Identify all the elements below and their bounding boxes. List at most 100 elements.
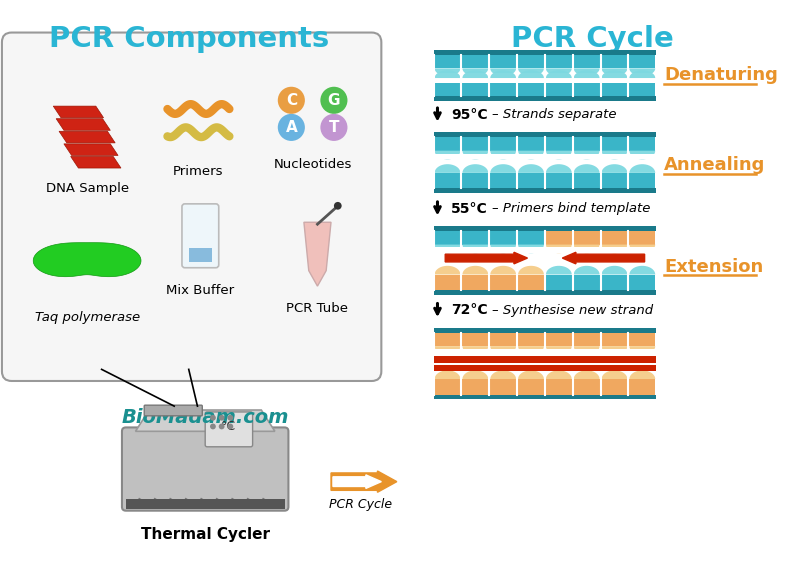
Bar [546,248,572,253]
Text: – Primers bind template: – Primers bind template [492,202,650,215]
Bar [490,349,516,355]
FancyArrow shape [563,252,645,264]
Bar [433,290,656,295]
Bar [602,137,627,151]
Polygon shape [64,144,118,155]
Text: Annealing: Annealing [664,156,765,174]
Bar [126,499,285,509]
Circle shape [278,114,305,141]
Circle shape [219,415,224,420]
FancyBboxPatch shape [205,412,253,447]
Polygon shape [136,410,275,432]
Bar [490,274,516,290]
Circle shape [210,415,215,420]
Bar [546,73,572,78]
Bar [433,356,656,362]
Bar [490,231,516,245]
Bar [546,274,572,290]
Bar [602,73,627,78]
Bar [518,379,544,394]
Text: C: C [286,93,297,108]
Bar [462,73,488,78]
Bar [490,73,516,78]
Bar [462,137,488,151]
Bar [546,379,572,394]
Polygon shape [304,222,331,286]
Bar [574,83,599,96]
Bar [462,55,488,68]
Bar [518,154,544,160]
Bar [602,379,627,394]
Text: °C: °C [221,420,236,433]
Polygon shape [71,157,121,168]
Bar [490,154,516,160]
Text: BioMadam.com: BioMadam.com [121,408,289,427]
Text: 55°C: 55°C [451,202,488,216]
Bar [630,173,655,189]
Bar [435,137,460,151]
Bar [435,83,460,96]
Bar [435,248,460,253]
Bar [518,137,544,151]
Text: PCR Cycle: PCR Cycle [511,25,674,53]
Bar [433,50,656,55]
FancyArrow shape [333,475,381,488]
Bar [433,226,656,231]
Text: – Strands separate: – Strands separate [492,108,616,121]
Bar [518,173,544,189]
Bar [574,173,599,189]
Bar [630,83,655,96]
Bar [602,274,627,290]
Bar [602,332,627,346]
Bar [490,248,516,253]
Bar [630,349,655,355]
Bar [602,55,627,68]
FancyBboxPatch shape [2,32,381,381]
Circle shape [210,423,215,429]
Bar [433,188,656,193]
Bar [574,332,599,346]
Bar [435,332,460,346]
Text: A: A [286,120,297,135]
Bar [602,83,627,96]
Bar [602,248,627,253]
Bar [602,173,627,189]
Polygon shape [53,106,104,118]
Text: Denaturing: Denaturing [664,66,778,84]
FancyBboxPatch shape [122,427,288,510]
Bar [462,379,488,394]
Bar [462,248,488,253]
Text: G: G [328,93,340,108]
Polygon shape [56,119,110,130]
Bar [490,379,516,394]
Bar [189,248,212,262]
Bar [546,154,572,160]
Bar [462,83,488,96]
Bar [630,55,655,68]
Bar [574,137,599,151]
Text: T: T [329,120,339,135]
Bar [630,248,655,253]
Text: 72°C: 72°C [451,303,488,317]
Bar [630,332,655,346]
Bar [462,274,488,290]
Polygon shape [59,131,115,143]
Circle shape [227,415,233,420]
Bar [435,154,460,160]
Bar [462,332,488,346]
Bar [602,231,627,245]
Bar [574,231,599,245]
Bar [546,137,572,151]
Bar [630,73,655,78]
Polygon shape [34,242,141,277]
Bar [435,274,460,290]
Bar [602,349,627,355]
Circle shape [227,423,233,429]
Text: – Synthesise new strand: – Synthesise new strand [492,304,653,317]
Bar [433,328,656,332]
Bar [574,154,599,160]
Bar [435,349,460,355]
Bar [518,83,544,96]
Bar [462,154,488,160]
Text: DNA Sample: DNA Sample [45,182,128,195]
